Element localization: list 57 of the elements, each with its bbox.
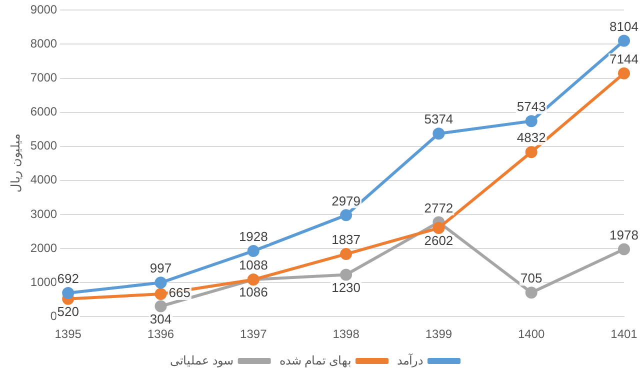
data-label: 1928	[238, 229, 268, 244]
legend-label: درآمد	[397, 352, 423, 368]
y-tick-label: 4000	[30, 172, 58, 187]
data-label: 2979	[332, 193, 361, 208]
data-label: 5743	[516, 99, 546, 114]
x-tick-label: 1395	[54, 327, 82, 342]
data-label: 2602	[424, 233, 454, 248]
data-label: 4832	[516, 130, 546, 146]
x-tick-label: 1398	[332, 327, 360, 342]
y-tick-label: 9000	[30, 2, 58, 17]
data-label: 1230	[332, 280, 361, 295]
y-tick-label: 5000	[30, 138, 58, 153]
point	[154, 276, 167, 289]
data-label: 304	[150, 311, 172, 326]
x-tick-label: 1400	[518, 327, 546, 342]
y-tick-label: 7000	[30, 70, 58, 85]
point	[618, 67, 630, 80]
data-label: 1837	[332, 232, 361, 248]
point	[62, 287, 74, 300]
point	[525, 115, 538, 128]
y-tick-label: 1000	[30, 274, 58, 289]
y-tick-label: 2000	[30, 240, 58, 255]
data-label: 7144	[610, 51, 638, 66]
data-label: 997	[150, 260, 172, 276]
x-tick-label: 1397	[240, 327, 268, 342]
point	[340, 268, 352, 281]
y-axis-title: میلیون ریال	[8, 134, 23, 193]
point	[340, 209, 352, 222]
data-label: 520	[57, 304, 79, 319]
point	[432, 128, 445, 140]
x-tick-label: 1396	[147, 327, 174, 342]
data-label: 8104	[610, 18, 638, 34]
point	[432, 222, 445, 234]
y-tick-label: 6000	[30, 104, 58, 119]
data-label: 5374	[424, 112, 454, 127]
point	[618, 243, 630, 256]
x-tick-label: 1401	[610, 327, 638, 342]
legend-label: سود عملیاتی	[170, 353, 234, 368]
x-tick-label: 1399	[425, 327, 452, 342]
point	[525, 286, 538, 299]
data-label: 705	[520, 270, 542, 286]
point	[525, 146, 538, 158]
data-label: 1086	[238, 284, 268, 300]
data-label: 1088	[238, 258, 268, 273]
data-label: 1978	[610, 227, 638, 242]
data-label: 665	[168, 285, 190, 300]
point	[618, 34, 630, 47]
point	[247, 244, 260, 257]
data-label: 692	[57, 271, 79, 286]
point	[154, 300, 167, 312]
y-tick-label: 3000	[30, 206, 58, 221]
point	[340, 248, 352, 260]
point	[154, 288, 167, 300]
y-tick-label: 0	[50, 308, 58, 323]
legend-label: بهای تمام شده	[279, 353, 351, 368]
data-label: 2772	[424, 200, 454, 216]
y-tick-label: 8000	[30, 36, 58, 51]
